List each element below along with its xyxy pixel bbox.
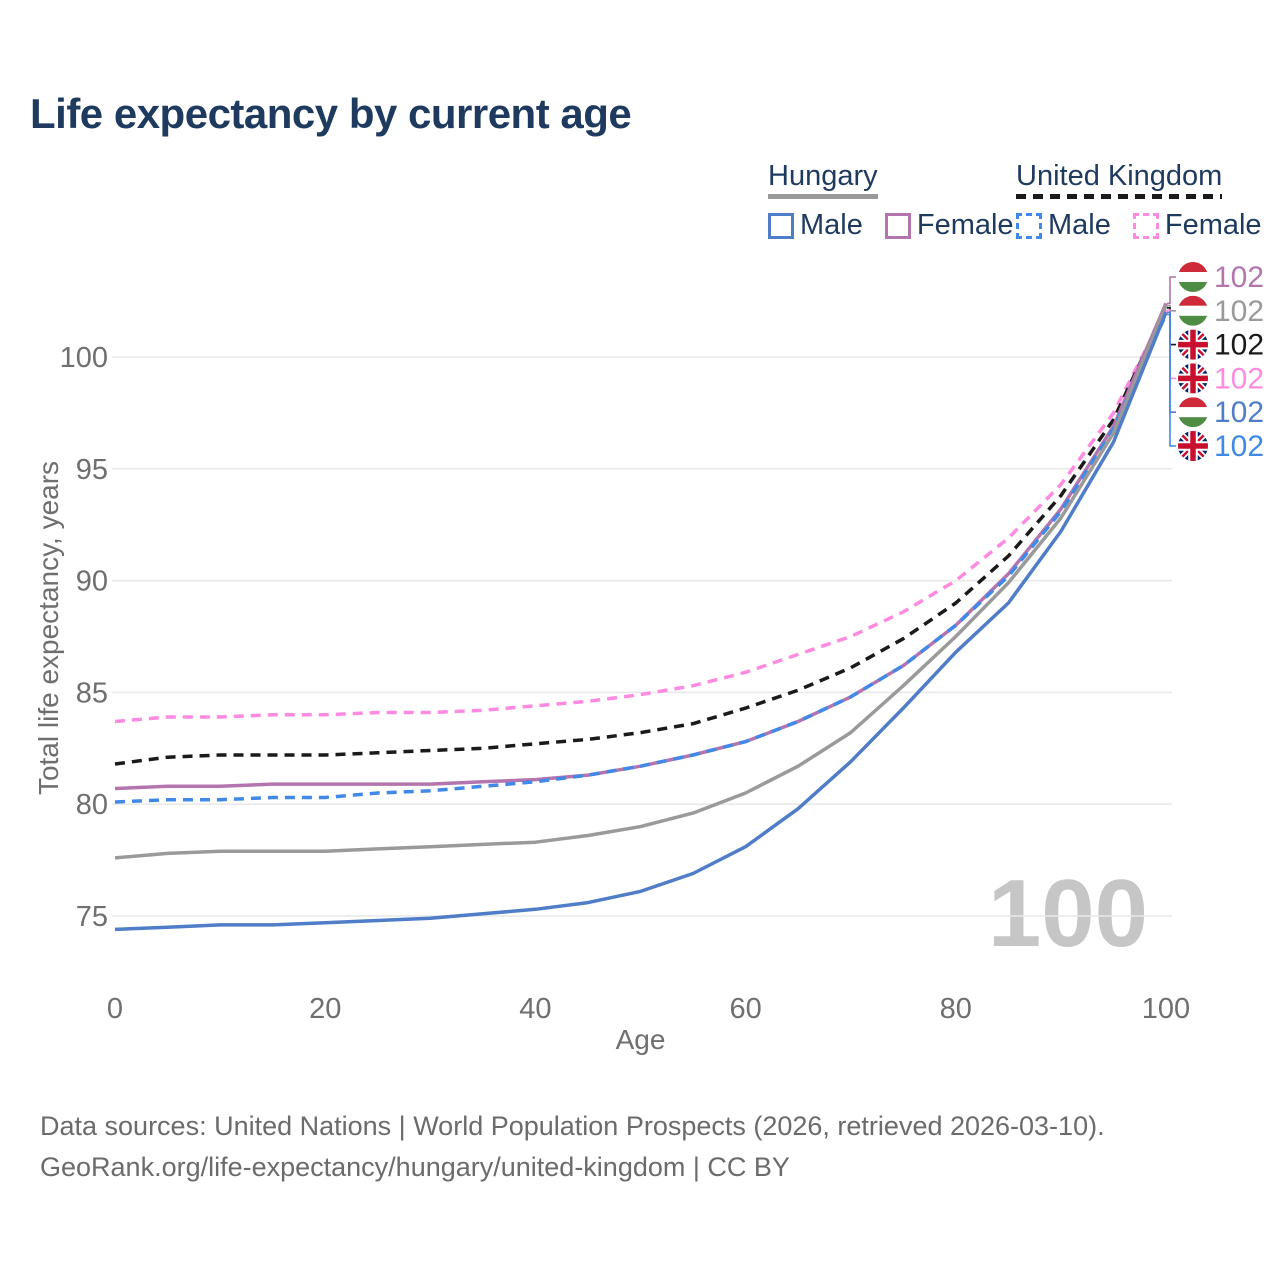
series-end-value-hu_male: 102 [1214,396,1264,429]
series-end-value-uk_total: 102 [1214,329,1264,362]
legend-group-united-kingdom: United Kingdom Male Female [1016,161,1262,242]
age-watermark: 100 [987,860,1148,967]
series-connector-uk_male [1167,313,1176,447]
axis-ticks: 75 80 85 90 95 100 0 20 40 60 80 100 [60,342,1191,1025]
footer-url: GeoRank.org/life-expectancy/hungary/unit… [40,1152,790,1182]
series-lines [114,302,1168,932]
legend-row-united-kingdom: Male Female [1016,209,1262,242]
uk-male-swatch-icon [1016,212,1042,239]
x-tick-label: 100 [1142,993,1190,1025]
series-end-value-uk_female: 102 [1214,362,1264,395]
series-end-value-uk_male: 102 [1214,430,1264,463]
legend-country-label[interactable]: Hungary [768,160,878,192]
uk-flag-icon [1178,431,1208,461]
hungary-male-swatch-icon [768,212,794,239]
legend-item-uk-male[interactable]: Male [1016,209,1111,242]
legend-item-uk-female[interactable]: Female [1132,209,1262,242]
united-kingdom-line-sample [1016,194,1223,199]
x-tick-label: 60 [729,993,761,1025]
series-line-uk_male [114,313,1168,804]
y-tick-label: 95 [76,454,108,486]
legend-item-hungary-male[interactable]: Male [768,209,863,242]
y-tick-label: 85 [76,677,108,709]
series-connector-hu_male [1167,311,1176,413]
series-end-value-hu_total: 102 [1214,295,1264,328]
uk-flag-icon [1178,363,1208,393]
uk-flag-icon [1178,330,1208,360]
x-tick-label: 80 [940,993,972,1025]
legend-item-label: Female [1164,209,1262,241]
series-connector-uk_total [1167,307,1176,346]
x-tick-label: 20 [309,993,341,1025]
legend-group-hungary: Hungary Male Female [768,161,1014,242]
x-tick-label: 0 [107,993,123,1025]
legend-item-label: Female [916,209,1014,241]
legend-country-hungary[interactable]: Hungary [768,161,878,199]
footer-sources: Data sources: United Nations | World Pop… [40,1111,1105,1141]
gridlines [112,356,1172,917]
legend-row-hungary: Male Female [768,209,1014,242]
hungary-line-sample [768,194,878,199]
series-line-hu_male [114,311,1168,932]
series-line-hu_total [114,304,1168,860]
legend-item-label: Male [1048,209,1111,241]
footer: Data sources: United Nations | World Pop… [40,1106,1105,1188]
legend-country-united-kingdom[interactable]: United Kingdom [1016,160,1223,199]
hu-flag-icon [1178,262,1208,292]
y-tick-label: 90 [76,566,108,598]
x-axis-label: Age [615,1024,666,1055]
y-tick-label: 80 [76,789,108,821]
y-tick-label: 100 [60,342,108,374]
x-tick-label: 40 [519,993,551,1025]
page-title: Life expectancy by current age [30,90,632,137]
series-connector-hu_female [1167,276,1176,305]
legend-item-hungary-female[interactable]: Female [884,209,1014,242]
series-line-uk_female [114,309,1168,724]
series-end-value-hu_female: 102 [1214,261,1264,294]
series-line-uk_total [114,307,1168,766]
uk-female-swatch-icon [1132,212,1159,239]
legend-country-label[interactable]: United Kingdom [1016,160,1223,192]
hungary-female-swatch-icon [884,212,911,239]
y-tick-label: 75 [76,901,108,933]
legend-item-label: Male [800,209,863,241]
hu-flag-icon [1178,397,1208,427]
hu-flag-icon [1178,296,1208,326]
